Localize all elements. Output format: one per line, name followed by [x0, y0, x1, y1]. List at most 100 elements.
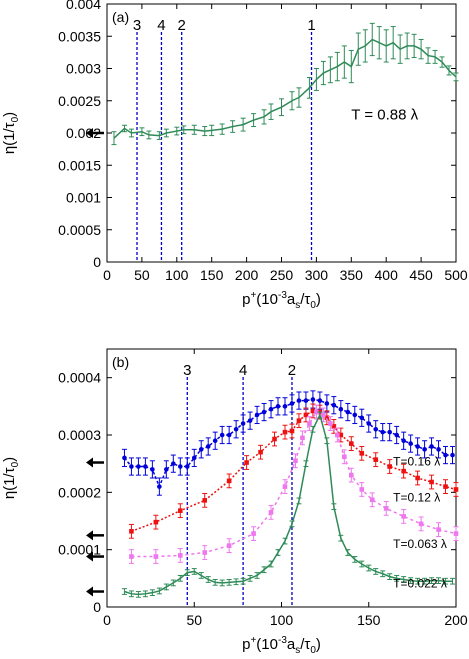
data-point — [429, 479, 434, 485]
arrow-head — [86, 586, 93, 597]
data-point — [150, 467, 155, 472]
x-tick-label: 300 — [305, 267, 329, 283]
data-point — [153, 519, 159, 525]
data-point — [143, 464, 148, 469]
vertical-marker-label: 3 — [183, 362, 191, 379]
data-point — [247, 418, 253, 423]
left-arrow-icon — [86, 551, 104, 562]
data-point — [331, 424, 337, 429]
data-point — [324, 401, 330, 406]
data-point — [307, 421, 312, 426]
y-tick-label: 0 — [93, 254, 101, 270]
series-label: T=0.12 λ — [393, 491, 440, 505]
data-point — [401, 468, 406, 474]
x-tick-label: 250 — [270, 267, 294, 283]
data-point — [177, 508, 183, 513]
y-tick-label: 0.0025 — [58, 93, 101, 109]
data-point — [164, 467, 169, 472]
data-point — [289, 401, 295, 406]
x-tick-label: 0 — [103, 612, 111, 628]
x-tick-label: 150 — [200, 267, 224, 283]
x-tick-label: 200 — [235, 267, 259, 283]
data-point — [331, 402, 337, 408]
data-point — [251, 531, 256, 536]
x-axis-label: p+(10-3as/τ0) — [242, 635, 321, 656]
y-tick-label: 0.0035 — [58, 28, 101, 44]
data-point — [300, 435, 305, 441]
left-arrow-icon — [86, 128, 104, 138]
data-point — [328, 421, 333, 426]
data-point — [157, 484, 162, 489]
data-point — [254, 412, 260, 418]
data-point — [282, 404, 288, 409]
series-label: T=0.063 λ — [393, 537, 447, 551]
data-point — [129, 554, 134, 559]
data-point — [429, 444, 434, 449]
data-point — [422, 447, 427, 452]
data-point — [226, 432, 232, 438]
data-point — [373, 426, 379, 432]
y-tick-label: 0.003 — [66, 61, 101, 77]
data-point — [349, 472, 354, 478]
data-point — [272, 436, 277, 442]
data-point — [240, 421, 246, 426]
y-tick-label: 0.001 — [66, 190, 101, 206]
x-tick-label: 350 — [340, 267, 364, 283]
data-point — [268, 510, 274, 515]
data-point — [296, 418, 302, 423]
series-0 — [111, 22, 459, 146]
data-point — [289, 428, 295, 434]
data-point — [202, 550, 208, 555]
data-point — [408, 441, 413, 446]
y-tick-label: 0.0005 — [58, 222, 101, 238]
data-point — [443, 452, 448, 458]
series-line — [124, 412, 453, 596]
panel-a: 0 50 100 150 200 250 300 350 400 450 500 0 0.0005 0.0… — [1, 0, 468, 311]
data-point — [171, 461, 176, 466]
data-point — [226, 543, 232, 548]
x-tick-label: 100 — [165, 267, 189, 283]
data-point — [380, 429, 386, 435]
y-tick-label: 0.0001 — [58, 542, 101, 558]
y-tick-label: 0.004 — [66, 0, 101, 12]
data-point — [369, 497, 375, 503]
data-point — [202, 498, 208, 503]
data-point — [153, 554, 159, 559]
data-point — [387, 429, 392, 435]
data-point — [401, 438, 406, 444]
vertical-marker-label: 2 — [178, 17, 186, 34]
data-point — [191, 455, 197, 461]
vertical-marker-label: 4 — [157, 17, 165, 34]
series-3 — [121, 411, 456, 598]
vertical-marker-label: 3 — [133, 17, 141, 34]
arrow-head — [86, 551, 93, 562]
data-point — [401, 514, 406, 519]
data-point — [436, 527, 441, 532]
data-point — [352, 412, 358, 418]
data-point — [387, 464, 392, 469]
data-point — [198, 447, 204, 452]
arrow-head — [86, 128, 93, 138]
data-point — [314, 409, 319, 415]
y-axis-label: η(1/τ0) — [1, 457, 21, 499]
y-tick-label: 0.0002 — [58, 484, 101, 500]
data-point — [268, 406, 274, 412]
vertical-marker-label: 2 — [288, 362, 296, 379]
left-arrow-icon — [86, 586, 104, 597]
y-tick-label: 0 — [93, 599, 101, 615]
x-tick-label: 450 — [409, 267, 433, 283]
data-point — [359, 451, 365, 456]
data-point — [275, 404, 281, 409]
series-label: T=0.022 λ — [393, 577, 447, 591]
data-point — [258, 449, 263, 455]
panel-label: (b) — [112, 354, 129, 370]
data-point — [338, 406, 344, 412]
x-axis-label: p+(10-3as/τ0) — [242, 290, 321, 311]
series-label: T=0.16 λ — [393, 454, 440, 468]
y-tick-label: 0.0015 — [58, 157, 101, 173]
data-point — [359, 415, 365, 421]
temperature-annotation: T = 0.88 λ — [351, 106, 418, 123]
x-tick-label: 100 — [270, 612, 294, 628]
series-line — [131, 411, 457, 558]
